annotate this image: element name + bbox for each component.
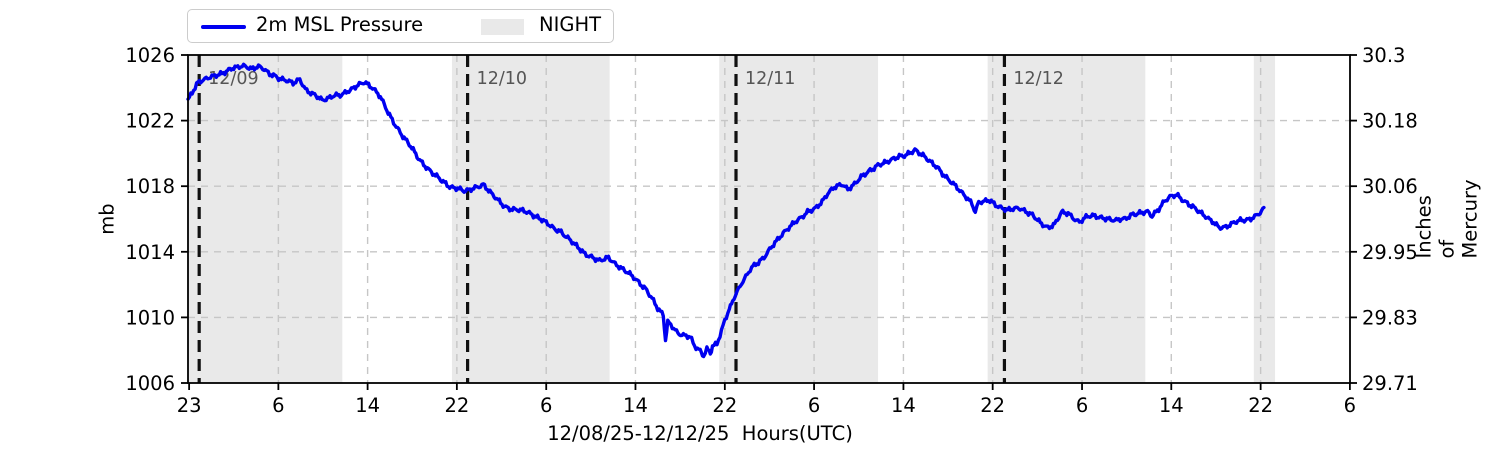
- legend-night-swatch: [481, 19, 524, 35]
- legend-series-label: 2m MSL Pressure: [256, 13, 424, 36]
- x-tick-label: 22: [1248, 394, 1273, 417]
- x-tick-label: 14: [355, 394, 380, 417]
- legend-night-label: NIGHT: [539, 13, 602, 36]
- y-tick-label-right: 30.06: [1362, 175, 1418, 198]
- y-tick-label-right: 30.18: [1362, 110, 1418, 133]
- y-tick-label-left: 1006: [125, 372, 175, 395]
- y-axis-label-right: Inches of Mercury: [1412, 179, 1482, 259]
- y-tick-label-left: 1018: [125, 175, 175, 198]
- y-tick-label-right: 29.83: [1362, 306, 1418, 329]
- night-band: [1253, 55, 1276, 383]
- x-tick-label: 22: [444, 394, 469, 417]
- night-band: [451, 55, 610, 383]
- day-label: 12/10: [477, 69, 527, 89]
- x-axis-label: 12/08/25-12/12/25 Hours(UTC): [547, 422, 853, 445]
- y-tick-label-left: 1014: [125, 241, 175, 264]
- y-tick-label-right: 30.3: [1362, 44, 1405, 67]
- y-tick-label-right: 29.71: [1362, 372, 1418, 395]
- y-tick-label-left: 1010: [125, 306, 175, 329]
- x-tick-label: 6: [808, 394, 820, 417]
- chart-legend: 2m MSL Pressure NIGHT: [187, 9, 614, 43]
- x-tick-label: 6: [272, 394, 284, 417]
- x-tick-label: 6: [540, 394, 552, 417]
- x-tick-label: 6: [1076, 394, 1088, 417]
- y-tick-label-right: 29.95: [1362, 241, 1418, 264]
- x-tick-label: 14: [1159, 394, 1184, 417]
- x-tick-label: 22: [980, 394, 1005, 417]
- pressure-line: [186, 62, 1266, 359]
- plot-border: [187, 54, 1351, 384]
- night-band: [188, 55, 343, 383]
- day-label: 12/12: [1013, 69, 1063, 89]
- x-tick-label: 6: [1344, 394, 1356, 417]
- y-axis-label-left: mb: [95, 203, 119, 235]
- x-tick-label: 14: [623, 394, 648, 417]
- x-tick-label: 22: [712, 394, 737, 417]
- y-tick-label-left: 1022: [125, 110, 175, 133]
- day-label: 12/11: [745, 69, 795, 89]
- x-tick-label: 23: [177, 394, 202, 417]
- y-tick-label-left: 1026: [125, 44, 175, 67]
- day-label: 12/09: [208, 69, 258, 89]
- x-tick-label: 14: [891, 394, 916, 417]
- legend-line-swatch: [201, 25, 246, 29]
